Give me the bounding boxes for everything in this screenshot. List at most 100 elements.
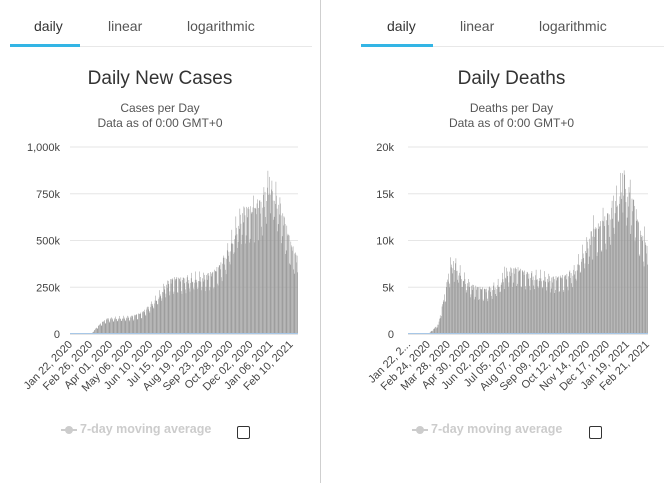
bar (579, 265, 580, 334)
bar (608, 225, 609, 334)
bar (493, 285, 494, 334)
bar (581, 259, 583, 334)
bar (165, 293, 167, 334)
bar (449, 283, 450, 334)
bar (154, 300, 156, 334)
bar (594, 229, 596, 334)
bar (460, 275, 461, 334)
moving-average-checkbox[interactable] (237, 426, 250, 439)
bar (130, 316, 131, 334)
bar (512, 286, 513, 334)
bar (160, 296, 162, 334)
bar (142, 311, 144, 334)
bar (159, 290, 160, 334)
bar (130, 317, 132, 334)
legend-label: 7-day moving average (431, 422, 563, 436)
bar (593, 215, 594, 334)
bar (462, 280, 464, 334)
bar (265, 216, 266, 334)
tab-logarithmic[interactable]: logarithmic (539, 18, 607, 34)
bar (227, 243, 229, 334)
bar (205, 291, 206, 334)
bar (646, 245, 648, 334)
bar (253, 195, 254, 334)
bar (170, 283, 172, 334)
bar (203, 272, 204, 334)
bar (588, 256, 590, 334)
bar (438, 321, 440, 334)
bar (590, 231, 592, 334)
bar (169, 295, 170, 334)
bar (587, 241, 588, 334)
tab-daily[interactable]: daily (387, 18, 416, 34)
bar (508, 282, 510, 334)
bar (190, 282, 191, 334)
bar (184, 278, 186, 334)
bar (123, 315, 124, 334)
legend-item-moving-average[interactable]: 7-day moving average (412, 422, 562, 436)
bar (575, 271, 576, 334)
bar (106, 318, 108, 334)
bar (521, 287, 522, 334)
bar (444, 294, 445, 334)
bar (494, 287, 496, 334)
chart-title: Daily New Cases (87, 68, 233, 89)
bar (433, 328, 435, 334)
bar (468, 282, 470, 334)
bar (458, 275, 460, 334)
bar (218, 265, 220, 334)
tab-daily[interactable]: daily (34, 18, 63, 34)
moving-average-checkbox[interactable] (589, 426, 602, 439)
bar (480, 288, 481, 334)
bar (617, 205, 618, 334)
bar (127, 315, 128, 334)
bar (272, 200, 274, 334)
bar (599, 226, 601, 334)
bar (577, 264, 578, 334)
bar (108, 321, 110, 334)
bar (190, 278, 192, 334)
bar (432, 330, 434, 334)
bar (502, 272, 503, 334)
legend-label: 7-day moving average (80, 422, 212, 436)
bar (572, 287, 573, 334)
bar (141, 318, 142, 334)
bar (275, 181, 277, 334)
bar (526, 274, 527, 334)
bar (541, 281, 542, 334)
legend-item-moving-average[interactable]: 7-day moving average (61, 422, 211, 436)
bar (96, 327, 97, 334)
bar (564, 276, 565, 334)
bar (479, 299, 480, 334)
bar (482, 299, 484, 334)
tab-logarithmic[interactable]: logarithmic (187, 18, 255, 34)
bar (440, 318, 442, 334)
bar (558, 276, 559, 334)
bar (282, 213, 284, 334)
bar (517, 267, 519, 334)
bar (437, 324, 439, 334)
bar (233, 254, 234, 334)
bar (110, 319, 111, 334)
bar (158, 299, 159, 334)
bar (621, 198, 623, 334)
bar (547, 282, 549, 334)
bar (140, 312, 141, 334)
bar (198, 280, 199, 334)
bar (249, 242, 250, 334)
bar (138, 314, 140, 334)
bar (131, 315, 133, 334)
bar (142, 312, 143, 334)
bar (225, 274, 227, 334)
bar (104, 320, 105, 334)
bar (556, 277, 558, 334)
bar (165, 297, 166, 334)
bar (584, 268, 585, 334)
bar (206, 275, 207, 334)
bar (209, 290, 210, 334)
tab-linear[interactable]: linear (460, 18, 495, 34)
bar (217, 283, 218, 334)
tab-linear[interactable]: linear (108, 18, 143, 34)
